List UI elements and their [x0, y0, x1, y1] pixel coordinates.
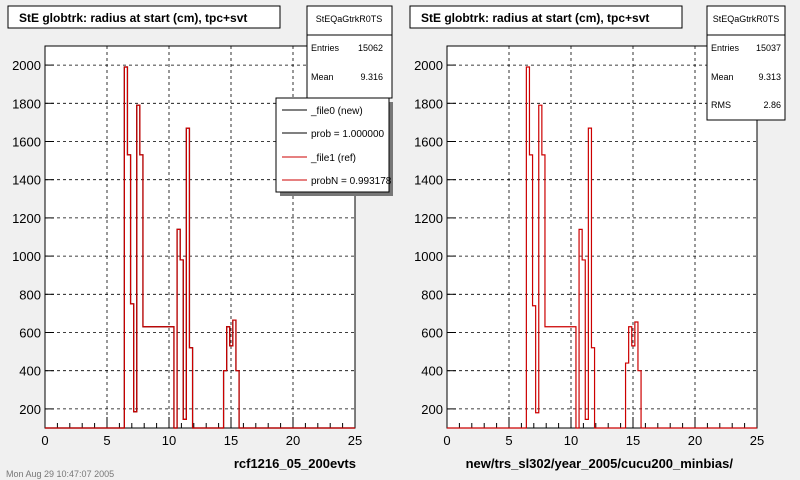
left-histogram-bars: [45, 66, 355, 429]
left-x-tick-labels: 0 5 10 15 20 25: [41, 433, 362, 448]
comparison-legend: _file0 (new) prob = 1.000000 _file1 (ref…: [275, 97, 393, 196]
left-stats-entries-label: Entries: [311, 43, 340, 53]
right-stats-rms-value: 2.86: [763, 100, 781, 110]
legend-label-prob: prob = 1.000000: [311, 129, 385, 140]
left-histogram-panel: 200 400 600 800 1000 1200 1400 1600 1800 2000 0 5 1…: [6, 5, 393, 479]
x-tick-label: 15: [626, 433, 640, 448]
right-title-box: [409, 5, 683, 29]
right-histogram-panel: 200 400 600 800 1000 1200 1400 1600 1800 2000 0 5 1…: [409, 5, 786, 471]
x-tick-label: 0: [443, 433, 450, 448]
right-stats-mean-value: 9.313: [758, 72, 781, 82]
left-chart-title: StE globtrk: radius at start (cm), tpc+s…: [19, 11, 247, 25]
left-y-tick-labels: 200 400 600 800 1000 1200 1400 1600 1800 2000: [12, 58, 41, 417]
left-title-box: [7, 5, 281, 29]
y-tick-label: 200: [19, 402, 41, 417]
right-x-axis-label: new/trs_sl302/year_2005/cucu200_minbias/: [466, 456, 734, 471]
y-tick-label: 800: [19, 287, 41, 302]
x-tick-label: 20: [286, 433, 300, 448]
x-tick-label: 15: [224, 433, 238, 448]
y-tick-label: 600: [421, 326, 443, 341]
x-tick-label: 20: [688, 433, 702, 448]
x-tick-label: 10: [162, 433, 176, 448]
y-tick-label: 400: [19, 364, 41, 379]
y-tick-label: 1800: [12, 96, 41, 111]
y-tick-label: 800: [421, 287, 443, 302]
right-x-tick-labels: 0 5 10 15 20 25: [443, 433, 764, 448]
y-tick-label: 1200: [12, 211, 41, 226]
x-tick-label: 10: [564, 433, 578, 448]
right-stats-entries-value: 15037: [756, 43, 781, 53]
y-tick-label: 2000: [12, 58, 41, 73]
histogram-series-ref: [45, 66, 355, 429]
x-tick-label: 5: [505, 433, 512, 448]
x-tick-label: 0: [41, 433, 48, 448]
right-stats-rms-label: RMS: [711, 100, 731, 110]
right-y-tick-labels: 200 400 600 800 1000 1200 1400 1600 1800 2000: [414, 58, 443, 417]
y-tick-label: 400: [421, 364, 443, 379]
y-tick-label: 2000: [414, 58, 443, 73]
right-stats-box: [706, 5, 786, 121]
right-stats-entries-label: Entries: [711, 43, 740, 53]
y-tick-label: 1800: [414, 96, 443, 111]
left-x-axis-label: rcf1216_05_200evts: [234, 456, 356, 471]
right-stats-mean-label: Mean: [711, 72, 734, 82]
y-tick-label: 1000: [12, 249, 41, 264]
left-stats-mean-value: 9.316: [360, 72, 383, 82]
legend-label-probn: probN = 0.993178: [311, 176, 392, 187]
left-stats-title: StEQaGtrkR0TS: [316, 14, 383, 24]
x-tick-label: 25: [750, 433, 764, 448]
legend-label-new: _file0 (new): [310, 106, 363, 117]
y-tick-label: 600: [19, 326, 41, 341]
x-tick-label: 5: [103, 433, 110, 448]
legend-box: [275, 97, 390, 193]
right-chart-title: StE globtrk: radius at start (cm), tpc+s…: [421, 11, 649, 25]
y-tick-label: 1600: [414, 135, 443, 150]
left-stats-mean-label: Mean: [311, 72, 334, 82]
x-tick-label: 25: [348, 433, 362, 448]
legend-label-ref: _file1 (ref): [310, 153, 356, 164]
right-grid: [446, 46, 758, 428]
left-stats-entries-value: 15062: [358, 43, 383, 53]
y-tick-label: 1000: [414, 249, 443, 264]
y-tick-label: 1200: [414, 211, 443, 226]
histogram-series-ref: [447, 66, 757, 429]
right-plot-frame: [446, 45, 758, 429]
right-stats-title: StEQaGtrkR0TS: [713, 14, 780, 24]
y-tick-label: 200: [421, 402, 443, 417]
footer-timestamp: Mon Aug 29 10:47:07 2005: [6, 469, 114, 479]
y-tick-label: 1400: [414, 173, 443, 188]
y-tick-label: 1600: [12, 135, 41, 150]
left-stats-box: [306, 5, 393, 99]
y-tick-label: 1400: [12, 173, 41, 188]
right-histogram-bars: [447, 66, 757, 429]
